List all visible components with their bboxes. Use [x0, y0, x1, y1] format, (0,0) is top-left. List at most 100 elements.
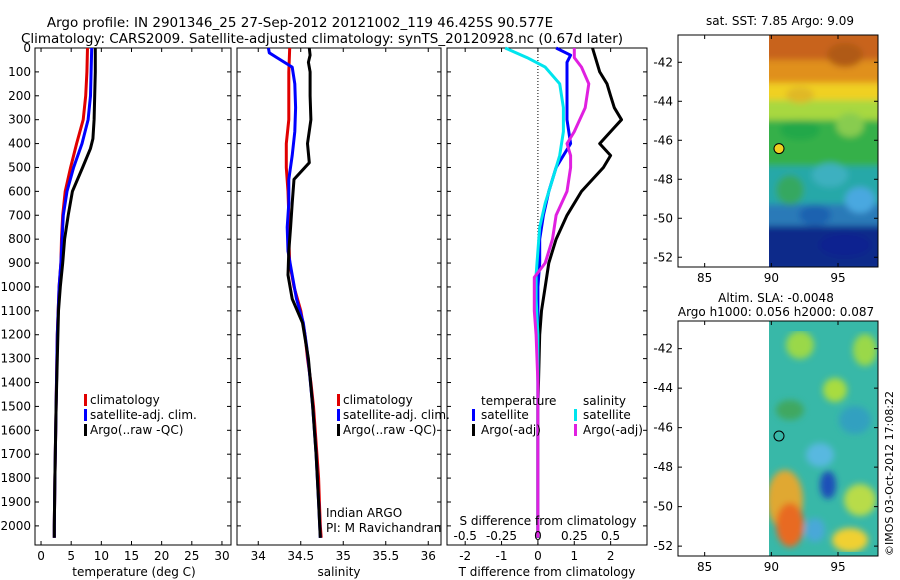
- y-tick-label: 800: [8, 232, 31, 246]
- sla-map-panel: Altim. SLA: -0.0048 Argo h1000: 0.056 h2…: [653, 291, 879, 574]
- lon-tick-label: 95: [830, 560, 845, 574]
- lat-tick-label: -50: [653, 500, 673, 514]
- legend-label-argo: Argo(..raw -QC): [90, 423, 183, 437]
- y-tick-label: 1100: [0, 304, 31, 318]
- legend-swatch-temp-argo: [472, 424, 475, 436]
- difference-panel: -2 -1 0 1 2 temperature satellite Argo(-adj)…: [446, 46, 648, 579]
- legend-swatch-satellite: [337, 409, 340, 421]
- x-tick-label: 15: [124, 549, 139, 563]
- figure-title-line2: Climatology: CARS2009. Satellite-adjuste…: [21, 31, 623, 47]
- difference-axes-box: [446, 47, 648, 546]
- sst-axes-box: [677, 34, 879, 268]
- series-line-argo-raw-qc-: [52, 48, 97, 538]
- sst-blob: [845, 187, 875, 213]
- sst-blob: [786, 87, 814, 103]
- sla-axis-ticks: 85 90 95 -42 -44 -46 -48 -50 -52: [653, 321, 878, 574]
- x-tick-label: 10: [94, 549, 109, 563]
- lat-tick-label: -48: [653, 172, 673, 186]
- y-tick-label: 1300: [0, 352, 31, 366]
- salinity-panel: 34 34.5 35 35.5 36 climatology satellite-adj…: [236, 47, 450, 579]
- salinity-annotation-line2: PI: M Ravichandran: [326, 521, 441, 535]
- x-tick-label: 34: [251, 549, 266, 563]
- series-line-satellite-adj-clim-: [266, 47, 322, 538]
- argo-position-marker: [773, 143, 785, 155]
- x-tick-label: -1: [496, 549, 508, 563]
- sla-map-title-line2: Argo h1000: 0.056 h2000: 0.087: [678, 305, 874, 319]
- y-tick-label: 1200: [0, 328, 31, 342]
- sla-blob: [820, 471, 836, 499]
- salinity-axes-box: [236, 47, 442, 546]
- legend-label-sal-argo: Argo(-adj): [583, 423, 643, 437]
- sla-blob: [839, 406, 871, 434]
- sst-map-panel: sat. SST: 7.85 Argo: 9.09: [653, 14, 879, 285]
- y-tick-label: 300: [8, 113, 31, 127]
- lon-tick-label: 90: [764, 271, 779, 285]
- y-tick-label: 1700: [0, 447, 31, 461]
- sla-blob: [823, 378, 847, 402]
- legend-swatch-sal-argo: [574, 424, 577, 436]
- x-tick-label: 25: [184, 549, 199, 563]
- imos-timestamp: ©IMOS 03-Oct-2012 17:08:22: [883, 391, 896, 556]
- lat-tick-label: -42: [653, 55, 673, 69]
- sla-field: [769, 321, 878, 556]
- x-tick-label: 34.5: [287, 549, 314, 563]
- lon-tick-label: 95: [830, 271, 845, 285]
- sst-band-greenyellow: [769, 100, 878, 122]
- sst-blob: [836, 113, 864, 137]
- lat-tick-label: -50: [653, 211, 673, 225]
- y-tick-label: 1000: [0, 280, 31, 294]
- x-tick-label: 0: [37, 549, 45, 563]
- legend-title-temperature: temperature: [481, 394, 556, 408]
- y-tick-label: 500: [8, 160, 31, 174]
- salinity-difference-tick-labels: -0.5 -0.25 0 0.25 0.5: [453, 529, 620, 543]
- lat-tick-label: -52: [653, 539, 673, 553]
- sla-blob: [844, 484, 876, 516]
- sla-map-title-line1: Altim. SLA: -0.0048: [718, 291, 834, 305]
- legend-label-satellite: satellite-adj. clim.: [90, 408, 197, 422]
- lat-tick-label: -44: [653, 381, 673, 395]
- sst-axis-ticks: 85 90 95 -42 -44 -46 -48 -50 -52: [653, 35, 878, 285]
- sla-blob: [786, 331, 814, 359]
- temperature-x-label: temperature (deg C): [72, 565, 195, 579]
- lat-tick-label: -46: [653, 133, 673, 147]
- y-tick-label: 100: [8, 65, 31, 79]
- sla-blob: [853, 334, 877, 366]
- legend-label-satellite: satellite-adj. clim.: [343, 408, 450, 422]
- temperature-axis-ticks: 0 5 10 15 20 25 300100200300400500600700800900…: [0, 41, 231, 563]
- sla-blob: [805, 518, 825, 542]
- temperature-panel: 0 5 10 15 20 25 300100200300400500600700800900…: [0, 41, 232, 579]
- s-diff-tick-label: -0.5: [453, 529, 476, 543]
- y-tick-label: 200: [8, 89, 31, 103]
- legend-label-argo: Argo(..raw -QC): [343, 423, 436, 437]
- sst-band-orange: [769, 60, 878, 85]
- difference-series: [504, 46, 623, 538]
- legend-label-sal-satellite: satellite: [583, 408, 631, 422]
- legend-swatch-sal-satellite: [574, 409, 577, 421]
- lat-tick-label: -42: [653, 342, 673, 356]
- salinity-series: [266, 47, 323, 538]
- x-tick-label: 1: [570, 549, 578, 563]
- y-tick-label: 600: [8, 184, 31, 198]
- x-tick-label: 35.5: [372, 549, 399, 563]
- salinity-annotation-line1: Indian ARGO: [326, 506, 402, 520]
- y-tick-label: 1600: [0, 423, 31, 437]
- y-tick-label: 900: [8, 256, 31, 270]
- sst-blob: [819, 233, 871, 257]
- salinity-x-label: salinity: [317, 565, 360, 579]
- legend-swatch-climatology: [337, 394, 340, 406]
- lat-tick-label: -46: [653, 421, 673, 435]
- x-tick-label: 5: [67, 549, 75, 563]
- legend-swatch-temp-satellite: [472, 409, 475, 421]
- series-line-temperature-argo-adj-: [536, 47, 623, 538]
- lat-tick-label: -48: [653, 460, 673, 474]
- temperature-axes-box: [34, 47, 232, 546]
- temperature-legend: climatology satellite-adj. clim. Argo(..…: [84, 393, 197, 437]
- y-tick-label: 0: [23, 41, 31, 55]
- difference-legend-temperature: temperature satellite Argo(-adj): [472, 394, 556, 437]
- y-tick-label: 1500: [0, 399, 31, 413]
- difference-x-label: T difference from climatology: [458, 565, 636, 579]
- series-line-salinity-argo-adj-: [532, 48, 591, 538]
- difference-axis-ticks: -2 -1 0 1 2: [447, 47, 647, 563]
- sla-blob: [832, 528, 868, 552]
- difference-top-axis-label: S difference from climatology: [460, 514, 637, 528]
